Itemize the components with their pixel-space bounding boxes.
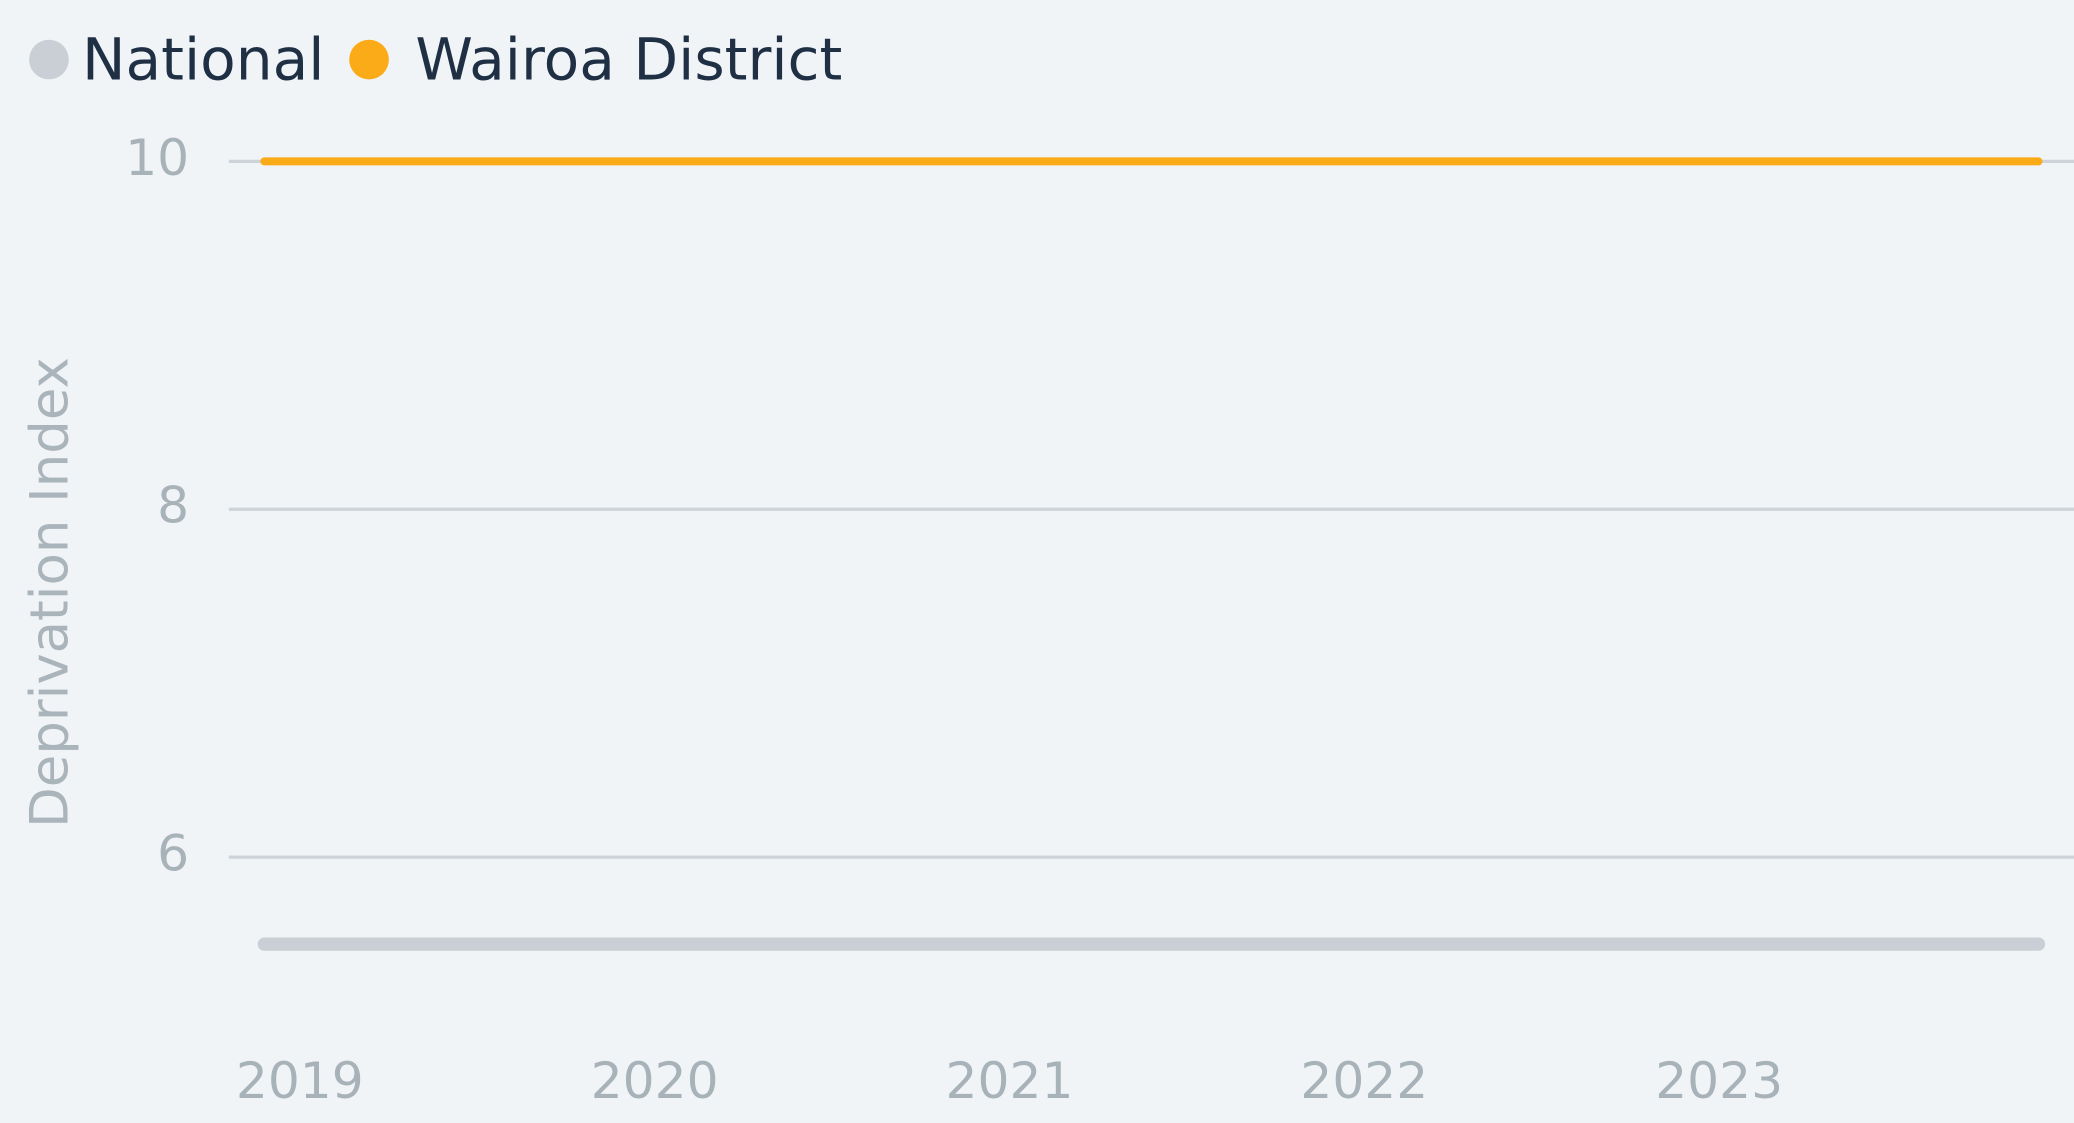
y-axis-title: Deprivation Index (20, 357, 81, 828)
legend-swatch (349, 39, 389, 80)
legend-label: National (82, 26, 324, 94)
legend-label: Wairoa District (415, 26, 842, 94)
x-tick-label: 2020 (591, 1051, 719, 1110)
y-tick-label: 6 (157, 824, 189, 883)
y-tick-label: 10 (125, 128, 189, 187)
x-tick-label: 2019 (236, 1051, 364, 1110)
y-tick-label: 8 (157, 476, 189, 535)
legend-swatch (29, 39, 69, 80)
x-tick-label: 2023 (1655, 1051, 1783, 1110)
x-tick-label: 2021 (946, 1051, 1074, 1110)
x-tick-label: 2022 (1300, 1051, 1428, 1110)
